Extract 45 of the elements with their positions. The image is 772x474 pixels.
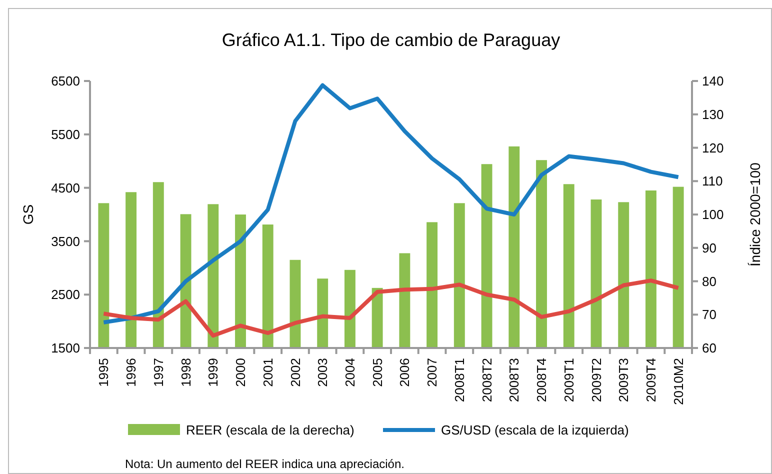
line-series	[102, 83, 680, 324]
x-tick-label: 2009T2	[588, 358, 604, 402]
y-tick-label: 3500	[51, 234, 80, 249]
y2-tick-label: 110	[702, 174, 723, 189]
x-tick-label: 2004	[342, 358, 358, 387]
y-tick-label: 1500	[51, 340, 80, 356]
y2-tick-label: 90	[702, 240, 716, 256]
x-tick-label: 2006	[397, 358, 412, 387]
legend-label: REER (escala de la derecha)	[186, 422, 354, 438]
x-tick-label: 1999	[206, 358, 221, 387]
x-tick-label: 2009T3	[616, 358, 632, 402]
x-tick-label: 2005	[370, 358, 385, 387]
x-tick-label: 1997	[150, 358, 166, 387]
y2-tick-label: 140	[702, 74, 724, 89]
x-tick-label: 2009T4	[644, 358, 659, 402]
x-tick-label: 1996	[124, 358, 139, 387]
x-tick-label: 2000	[233, 358, 248, 387]
chart-title: Gráfico A1.1. Tipo de cambio de Paraguay	[222, 30, 560, 50]
y2-axis-title: Índice 2000=100	[747, 162, 763, 266]
x-tick-label: 2002	[288, 358, 303, 387]
y2-tick-label: 70	[702, 307, 716, 322]
y2-tick-label: 130	[702, 106, 724, 122]
y-tick-label: 6500	[51, 74, 80, 89]
x-tick-label: 2008T2	[479, 358, 494, 402]
y-tick-label: 2500	[51, 287, 80, 302]
x-tick-label: 2003	[315, 358, 330, 387]
y-axis-title: GS	[20, 204, 36, 225]
x-tick-label: 2008T1	[452, 358, 467, 402]
y2-tick-label: 100	[702, 207, 724, 222]
x-tick-label: 1995	[96, 358, 112, 387]
text: Nota: Un aumento del REER indica una apreciación.	[125, 457, 404, 471]
x-tick-label: 2008T4	[534, 358, 550, 402]
y2-tick-label: 120	[702, 140, 724, 156]
y2-tick-label: 80	[702, 274, 716, 289]
y2-tick-label: 60	[702, 340, 716, 356]
x-tick-label: 1998	[178, 358, 194, 387]
y-tick-label: 5500	[51, 126, 80, 142]
line-series	[102, 278, 680, 338]
x-tick-label: 2001	[260, 358, 276, 387]
legend-label: GS/USD (escala de la izquierda)	[441, 422, 629, 438]
x-tick-label: 2008T3	[506, 358, 522, 402]
x-tick-label: 2009T1	[561, 358, 576, 402]
y-tick-label: 4500	[51, 180, 80, 196]
x-tick-label: 2007	[424, 358, 440, 387]
x-tick-label: 2010M2	[670, 358, 686, 405]
